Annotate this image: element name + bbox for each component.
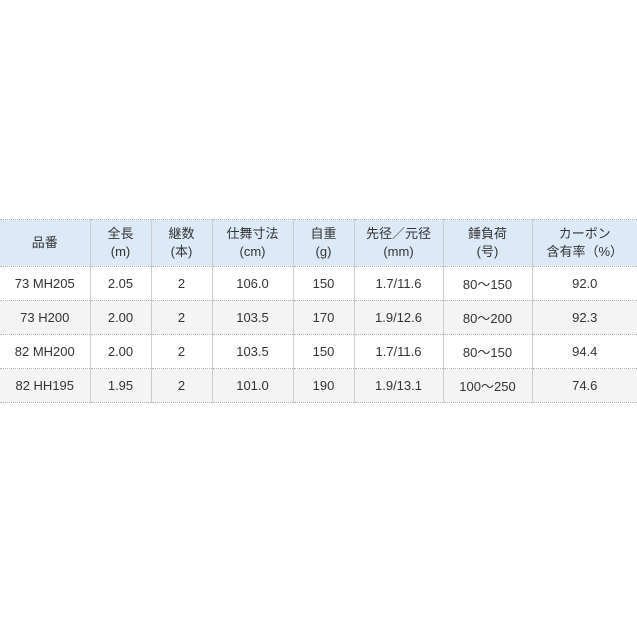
cell-closed-length: 103.5 [211,334,294,369]
cell-sections: 2 [150,334,213,369]
cell-product-no: 82 MH200 [0,334,91,369]
cell-tip-butt-diameter: 1.9/13.1 [353,368,444,403]
cell-sections: 2 [150,368,213,403]
cell-closed-length: 101.0 [211,368,294,403]
cell-weight: 150 [292,266,355,301]
column-header-unit: (号) [476,244,499,259]
table-row: 73 MH205 2.05 2 106.0 150 1.7/11.6 80～15… [0,266,637,301]
spec-table: 品番 全長 (m) 継数 (本) 仕舞寸法 (cm) 自重 (g) 先径／元径 (mm) [0,219,637,403]
column-header-unit: 含有率（%） [546,244,624,259]
cell-product-no: 73 H200 [0,300,91,335]
column-header-weight: 自重 (g) [292,219,355,267]
column-header-unit: (cm) [239,244,266,259]
column-header-label: カーボン [558,226,611,241]
header-row: 品番 全長 (m) 継数 (本) 仕舞寸法 (cm) 自重 (g) 先径／元径 (mm) [0,219,637,267]
cell-sections: 2 [150,300,213,335]
cell-length: 2.05 [89,266,152,301]
column-header-sections: 継数 (本) [150,219,213,267]
cell-sections: 2 [150,266,213,301]
cell-length: 2.00 [89,300,152,335]
cell-length: 1.95 [89,368,152,403]
table-row: 82 HH195 1.95 2 101.0 190 1.9/13.1 100～2… [0,368,637,403]
cell-tip-butt-diameter: 1.7/11.6 [353,266,444,301]
column-header-label: 全長 [107,226,134,241]
cell-tip-butt-diameter: 1.9/12.6 [353,300,444,335]
cell-closed-length: 106.0 [211,266,294,301]
cell-weight: 170 [292,300,355,335]
cell-product-no: 73 MH205 [0,266,91,301]
column-header-label: 自重 [310,226,337,241]
column-header-closed-length: 仕舞寸法 (cm) [211,219,294,267]
cell-carbon-content: 92.3 [531,300,637,335]
column-header-label: 仕舞寸法 [226,226,279,241]
cell-sinker-load: 80～150 [442,266,533,301]
column-header-product-no: 品番 [0,219,91,267]
cell-carbon-content: 74.6 [531,368,637,403]
column-header-label: 錘負荷 [467,226,507,241]
column-header-carbon-content: カーボン含有率（%） [531,219,637,267]
cell-product-no: 82 HH195 [0,368,91,403]
cell-carbon-content: 92.0 [531,266,637,301]
cell-length: 2.00 [89,334,152,369]
column-header-label: 継数 [168,226,195,241]
table-row: 73 H200 2.00 2 103.5 170 1.9/12.6 80～200… [0,300,637,335]
column-header-sinker-load: 錘負荷 (号) [442,219,533,267]
table-row: 82 MH200 2.00 2 103.5 150 1.7/11.6 80～15… [0,334,637,369]
column-header-unit: (m) [110,244,131,259]
cell-weight: 150 [292,334,355,369]
column-header-label: 品番 [31,235,58,250]
cell-closed-length: 103.5 [211,300,294,335]
cell-weight: 190 [292,368,355,403]
cell-tip-butt-diameter: 1.7/11.6 [353,334,444,369]
column-header-unit: (本) [170,244,193,259]
column-header-label: 先径／元径 [365,226,431,241]
cell-carbon-content: 94.4 [531,334,637,369]
column-header-tip-butt-diameter: 先径／元径 (mm) [353,219,444,267]
column-header-unit: (mm) [383,244,414,259]
cell-sinker-load: 100～250 [442,368,533,403]
column-header-length: 全長 (m) [89,219,152,267]
column-header-unit: (g) [315,244,332,259]
cell-sinker-load: 80～200 [442,300,533,335]
cell-sinker-load: 80～150 [442,334,533,369]
